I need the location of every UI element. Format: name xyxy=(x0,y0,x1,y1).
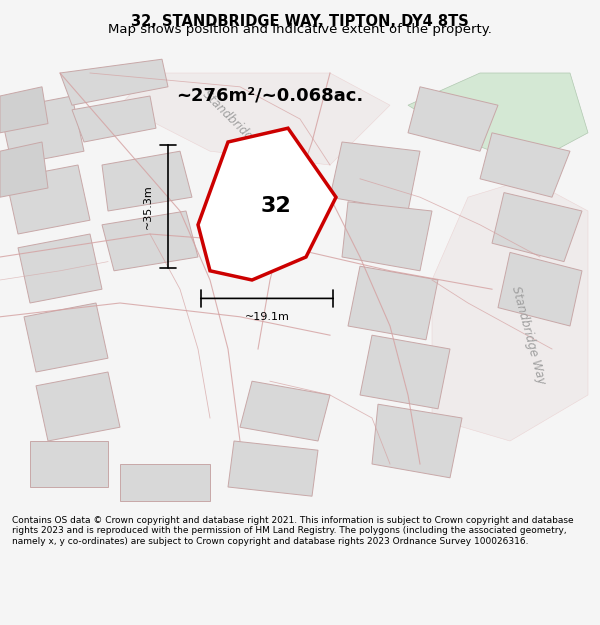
Text: Contains OS data © Crown copyright and database right 2021. This information is : Contains OS data © Crown copyright and d… xyxy=(12,516,574,546)
Polygon shape xyxy=(18,234,102,303)
Polygon shape xyxy=(6,165,90,234)
Polygon shape xyxy=(432,179,588,441)
Polygon shape xyxy=(330,142,420,211)
Text: 32, STANDBRIDGE WAY, TIPTON, DY4 8TS: 32, STANDBRIDGE WAY, TIPTON, DY4 8TS xyxy=(131,14,469,29)
Text: Standbridge Way: Standbridge Way xyxy=(200,88,280,169)
Polygon shape xyxy=(498,253,582,326)
Text: ~35.3m: ~35.3m xyxy=(143,184,153,229)
Polygon shape xyxy=(72,96,156,142)
Text: 32: 32 xyxy=(260,196,292,216)
Polygon shape xyxy=(360,335,450,409)
Text: Map shows position and indicative extent of the property.: Map shows position and indicative extent… xyxy=(108,23,492,36)
Polygon shape xyxy=(30,441,108,487)
Polygon shape xyxy=(60,59,168,105)
Polygon shape xyxy=(0,87,48,132)
Polygon shape xyxy=(0,142,48,198)
Polygon shape xyxy=(348,266,438,340)
Text: ~19.1m: ~19.1m xyxy=(245,312,289,322)
Polygon shape xyxy=(0,96,84,165)
Polygon shape xyxy=(120,464,210,501)
Polygon shape xyxy=(24,303,108,372)
Polygon shape xyxy=(408,73,588,165)
Polygon shape xyxy=(102,211,198,271)
Polygon shape xyxy=(480,132,570,198)
Polygon shape xyxy=(240,381,330,441)
Polygon shape xyxy=(102,151,192,211)
Polygon shape xyxy=(120,73,390,165)
Polygon shape xyxy=(492,192,582,262)
Polygon shape xyxy=(228,441,318,496)
Polygon shape xyxy=(342,202,432,271)
Polygon shape xyxy=(198,128,336,280)
Text: ~276m²/~0.068ac.: ~276m²/~0.068ac. xyxy=(176,87,364,105)
Polygon shape xyxy=(372,404,462,478)
Polygon shape xyxy=(36,372,120,441)
Polygon shape xyxy=(408,87,498,151)
Text: Standbridge Way: Standbridge Way xyxy=(509,284,547,386)
